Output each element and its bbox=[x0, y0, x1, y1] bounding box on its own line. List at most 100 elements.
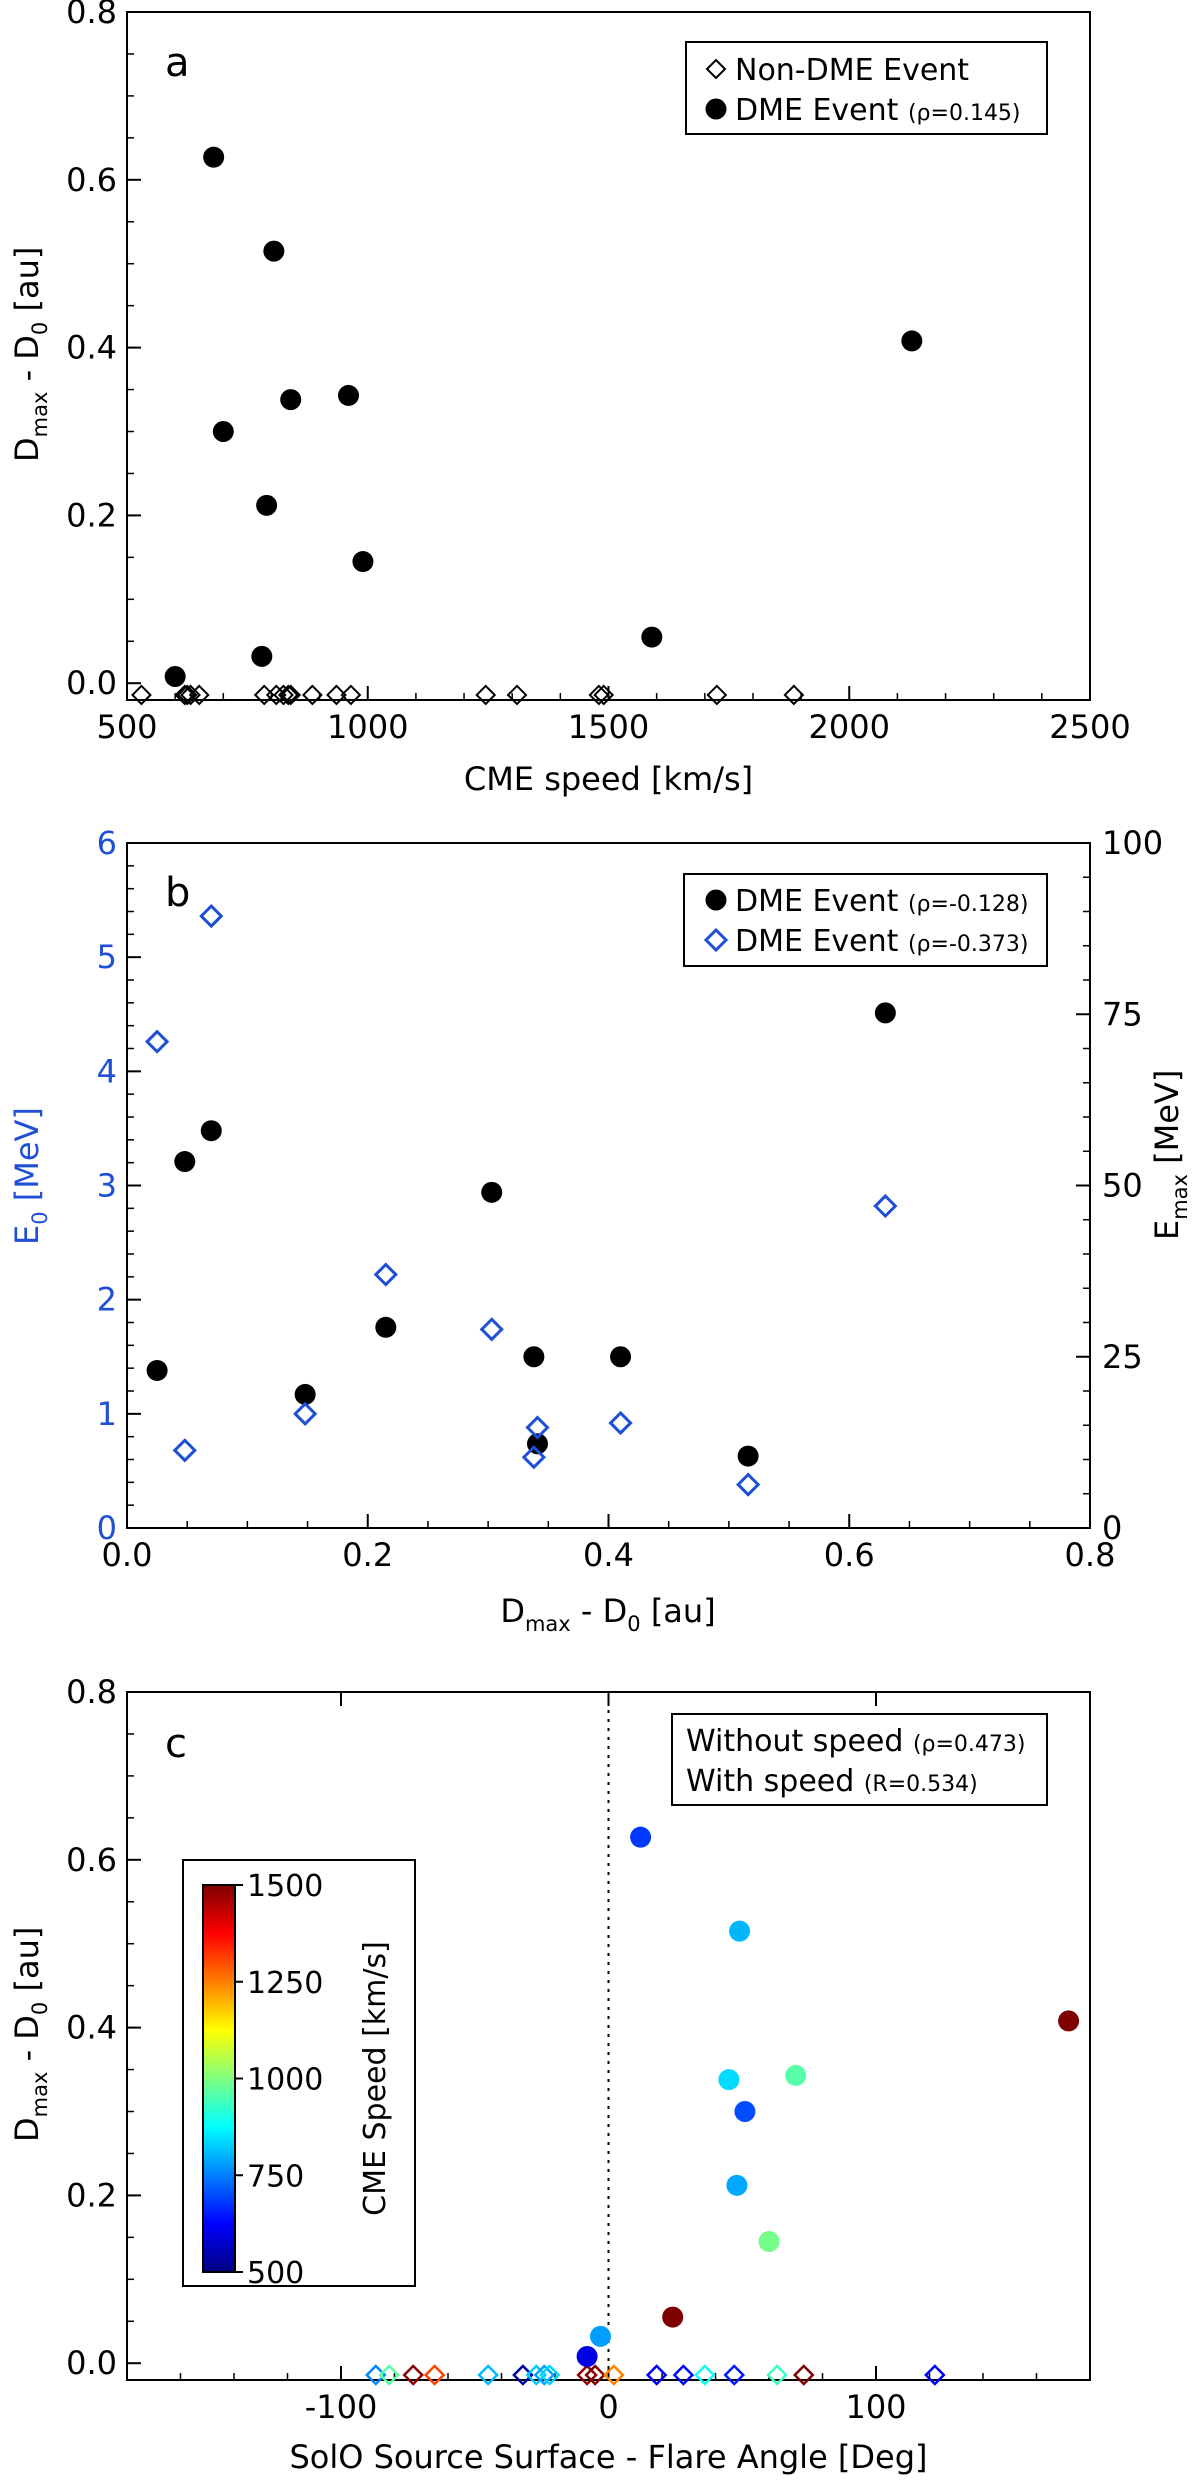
data-point-e0 bbox=[479, 1317, 504, 1342]
data-point-dme bbox=[251, 645, 273, 667]
data-point-non-dme bbox=[723, 2364, 745, 2386]
data-point-dme bbox=[212, 421, 234, 443]
data-point-dme bbox=[352, 551, 374, 573]
x-tick-label: 2500 bbox=[1049, 708, 1130, 746]
legend-box bbox=[671, 1713, 1048, 1806]
y-right-tick-label: 50 bbox=[1102, 1167, 1143, 1205]
label-subscript: 0 bbox=[28, 2002, 52, 2015]
y-axis-label: Dmax - D0 [au] bbox=[8, 247, 52, 462]
x-axis: -100 0 100 bbox=[126, 2366, 1091, 2426]
data-point-dme bbox=[758, 2231, 780, 2253]
y-right-tick-label: 0 bbox=[1102, 1509, 1122, 1547]
legend-rho: (R=0.534) bbox=[864, 1772, 978, 1797]
x-tick-label: -100 bbox=[305, 2388, 378, 2426]
data-point-emax bbox=[523, 1346, 545, 1368]
data-point-non-dme bbox=[402, 2364, 424, 2386]
y-tick-label: 3 bbox=[97, 1167, 117, 1205]
label-tail: [au] bbox=[8, 247, 46, 322]
data-point-emax bbox=[481, 1181, 503, 1203]
data-point-dme bbox=[589, 2325, 611, 2347]
colorbar-tick-label: 1250 bbox=[247, 1966, 323, 2001]
label-mid: - D bbox=[8, 335, 46, 392]
legend-text: Without speed bbox=[686, 1724, 913, 1759]
legend-rho: (ρ=0.473) bbox=[913, 1732, 1026, 1757]
data-point-non-dme bbox=[783, 684, 805, 706]
x-tick-label: 500 bbox=[96, 708, 157, 746]
data-point-non-dme bbox=[378, 2364, 400, 2386]
legend-label-emax: DME Event (ρ=-0.128) bbox=[735, 884, 1028, 919]
y-axis: 0 1 2 3 4 5 6 bbox=[97, 824, 141, 1547]
y-tick-label: 0.2 bbox=[66, 2176, 117, 2214]
data-point-e0 bbox=[199, 903, 224, 929]
label-tail: [au] bbox=[8, 1927, 46, 2002]
data-point-non-dme bbox=[174, 684, 196, 706]
label-main: D bbox=[500, 1592, 525, 1630]
label-main: E bbox=[8, 1225, 46, 1245]
data-point-non-dme bbox=[694, 2364, 716, 2386]
data-point-emax bbox=[874, 1002, 896, 1024]
data-point-non-dme bbox=[538, 2364, 561, 2386]
data-point-non-dme bbox=[706, 684, 728, 706]
data-point-non-dme bbox=[301, 684, 323, 706]
legend-marker-non-dme bbox=[705, 58, 727, 80]
data-point-dme bbox=[263, 240, 285, 262]
data-point-dme bbox=[729, 1920, 751, 1942]
data-point-emax bbox=[146, 1359, 168, 1381]
panel-label: c bbox=[165, 1721, 187, 1767]
data-point-non-dme bbox=[645, 2364, 668, 2386]
data-point-dme bbox=[785, 2064, 807, 2086]
legend-label-non-dme: Non-DME Event bbox=[735, 53, 969, 88]
data-point-non-dme bbox=[793, 2364, 815, 2386]
series-emax bbox=[146, 1002, 896, 1467]
colorbar: 500 750 1000 1250 1500 CME Speed [km/s] bbox=[182, 1859, 416, 2291]
data-point-dme bbox=[901, 330, 923, 352]
legend-text: With speed bbox=[686, 1764, 864, 1799]
colorbar-tick-label: 1500 bbox=[247, 1869, 323, 1904]
x-tick-label: 0.8 bbox=[1065, 1536, 1116, 1574]
y-axis: 0.0 0.2 0.4 0.6 0.8 bbox=[66, 0, 141, 702]
y-tick-label: 0.4 bbox=[66, 2009, 117, 2047]
data-point-non-dme bbox=[512, 2364, 534, 2386]
y-right-tick-label: 75 bbox=[1102, 995, 1143, 1033]
data-point-dme bbox=[256, 494, 278, 516]
legend-rho: (ρ=0.145) bbox=[908, 101, 1021, 126]
data-point-non-dme bbox=[603, 2364, 625, 2386]
panel-label: a bbox=[165, 40, 190, 86]
legend-line: With speed (R=0.534) bbox=[686, 1764, 978, 1799]
colorbar-label: CME Speed [km/s] bbox=[358, 1941, 393, 2216]
panel-label: b bbox=[165, 870, 190, 916]
label-main: D bbox=[8, 2117, 46, 2142]
y-tick-label: 0.0 bbox=[66, 664, 117, 702]
data-point-e0 bbox=[144, 1029, 170, 1054]
data-point-emax bbox=[737, 1445, 759, 1467]
series-non-dme bbox=[131, 684, 805, 706]
legend-box bbox=[685, 41, 1048, 135]
data-point-emax bbox=[294, 1383, 316, 1405]
data-point-non-dme bbox=[506, 684, 528, 706]
label-tail: [au] bbox=[641, 1592, 716, 1630]
data-point-emax bbox=[174, 1151, 196, 1173]
data-point-e0 bbox=[373, 1262, 398, 1287]
x-tick-label: 0.2 bbox=[342, 1536, 393, 1574]
data-point-non-dme bbox=[672, 2364, 695, 2386]
x-axis-label: SolO Source Surface - Flare Angle [Deg] bbox=[289, 2438, 927, 2476]
data-point-non-dme bbox=[475, 684, 497, 706]
data-point-dme bbox=[718, 2069, 740, 2091]
label-mid: - D bbox=[571, 1592, 628, 1630]
legend-name: DME Event bbox=[735, 924, 908, 959]
y-tick-label: 0.8 bbox=[66, 0, 117, 31]
legend-marker-dme bbox=[705, 889, 727, 911]
data-point-dme bbox=[630, 1826, 652, 1848]
legend-box bbox=[683, 873, 1048, 967]
data-point-non-dme bbox=[533, 2364, 556, 2386]
data-point-non-dme bbox=[365, 2364, 387, 2386]
y-tick-label: 0.2 bbox=[66, 496, 117, 534]
x-tick-label: 0 bbox=[598, 2388, 618, 2426]
data-point-non-dme bbox=[131, 684, 152, 706]
data-point-dme bbox=[726, 2174, 748, 2196]
data-point-non-dme bbox=[588, 684, 610, 706]
data-point-non-dme bbox=[477, 2364, 499, 2386]
label-main: D bbox=[8, 437, 46, 462]
colorbar-tick-label: 750 bbox=[247, 2159, 304, 2194]
data-point-emax bbox=[200, 1120, 222, 1142]
